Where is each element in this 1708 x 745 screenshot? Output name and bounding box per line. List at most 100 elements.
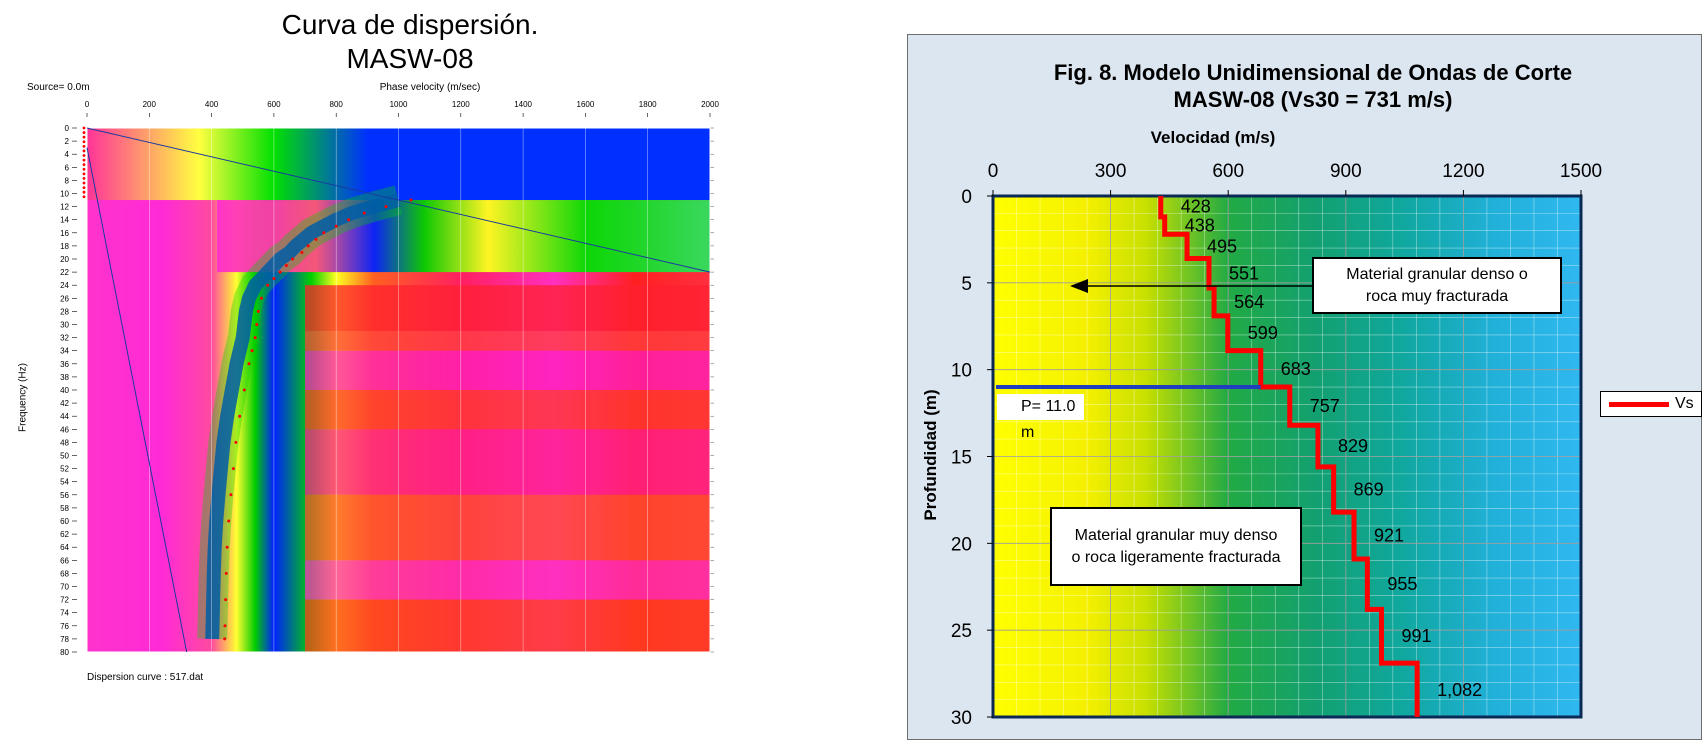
vs-layer-label: 757 — [1310, 396, 1340, 416]
dispersion-point — [255, 323, 259, 326]
left-y-tick: 72 — [60, 596, 69, 605]
dispersion-point — [82, 167, 86, 171]
vs-layer-label: 438 — [1185, 216, 1215, 236]
vs-layer-label: 495 — [1207, 236, 1237, 256]
left-y-tick: 54 — [60, 478, 69, 487]
left-title-line2: MASW-08 — [346, 43, 474, 74]
left-x-tick: 0 — [85, 100, 90, 109]
left-y-tick: 6 — [65, 163, 70, 172]
left-x-tick: 600 — [267, 100, 281, 109]
annotation-upper-line1: Material granular denso o — [1346, 266, 1528, 283]
left-y-tick: 48 — [60, 438, 69, 447]
left-y-tick: 78 — [60, 635, 69, 644]
left-y-tick: 4 — [65, 150, 70, 159]
dispersion-point — [82, 163, 86, 167]
dispersion-point — [334, 224, 338, 228]
left-y-tick: 20 — [60, 255, 69, 264]
dispersion-point — [82, 126, 86, 130]
left-y-tick: 74 — [60, 609, 69, 618]
dispersion-point — [278, 270, 282, 274]
dispersion-point — [256, 309, 260, 313]
left-y-tick: 22 — [60, 268, 69, 277]
right-y-axis-label: Profundidad (m) — [921, 389, 940, 520]
annotation-upper: Material granular denso o roca muy fract… — [1312, 257, 1562, 314]
dispersion-point — [82, 149, 86, 153]
dispersion-point — [234, 440, 238, 444]
heatmap-band — [305, 560, 710, 600]
vs-y-tick: 5 — [961, 274, 972, 295]
left-y-tick: 42 — [60, 399, 69, 408]
dispersion-file-label: Dispersion curve : 517.dat — [87, 672, 204, 683]
annotation-lower-line1: Material granular muy denso — [1074, 527, 1278, 544]
left-y-tick: 32 — [60, 334, 69, 343]
left-y-tick: 40 — [60, 386, 69, 395]
vs-y-tick: 25 — [951, 621, 972, 642]
left-x-tick: 1200 — [452, 100, 470, 109]
dispersion-point — [82, 140, 86, 144]
dispersion-point — [306, 244, 310, 248]
vs-layer-label: 683 — [1281, 359, 1311, 379]
dispersion-point — [223, 637, 227, 641]
dispersion-point — [82, 131, 86, 134]
vs-y-tick: 15 — [951, 448, 972, 469]
left-y-tick: 24 — [60, 281, 69, 290]
left-x-tick: 2000 — [701, 100, 719, 109]
left-x-tick: 1600 — [577, 100, 595, 109]
left-y-tick: 36 — [60, 360, 69, 369]
dispersion-point — [322, 231, 326, 235]
dispersion-point — [291, 257, 295, 261]
dispersion-point — [250, 349, 254, 353]
left-y-tick: 10 — [60, 190, 69, 199]
left-y-tick: 62 — [60, 530, 69, 539]
legend: Vs — [1600, 391, 1702, 417]
left-y-tick: 0 — [65, 124, 70, 133]
dispersion-point — [224, 571, 228, 575]
vs-layer-label: 921 — [1374, 526, 1404, 546]
heatmap-band — [305, 429, 710, 495]
dispersion-point — [223, 624, 227, 628]
dispersion-point — [82, 154, 86, 157]
left-y-tick: 46 — [60, 425, 69, 434]
dispersion-point — [409, 198, 413, 202]
dispersion-point — [227, 519, 231, 523]
vs-x-tick: 300 — [1095, 161, 1127, 182]
vs-x-tick: 1200 — [1442, 161, 1484, 182]
left-y-tick: 30 — [60, 321, 69, 330]
dispersion-point — [224, 598, 228, 602]
heatmap-trough — [205, 193, 401, 640]
alias-line-lower — [86, 147, 188, 653]
left-x-tick: 1000 — [390, 100, 408, 109]
left-title-line1: Curva de dispersión. — [281, 9, 539, 40]
dispersion-point — [314, 237, 318, 241]
vs-layer-label: 955 — [1387, 574, 1417, 594]
dispersion-point — [82, 195, 86, 199]
left-y-tick: 64 — [60, 543, 69, 552]
heatmap-band — [305, 599, 710, 652]
dispersion-point — [266, 283, 270, 287]
heatmap-band — [305, 390, 710, 430]
left-y-tick: 44 — [60, 412, 69, 421]
dispersion-point — [384, 205, 388, 209]
vs-y-tick: 20 — [951, 534, 972, 555]
left-y-tick: 58 — [60, 504, 69, 513]
vs-step-line — [1158, 196, 1420, 717]
annotation-upper-line2: roca muy fracturada — [1365, 288, 1509, 305]
left-y-tick: 28 — [60, 307, 69, 316]
left-y-tick: 34 — [60, 347, 69, 356]
dispersion-chart: 0 200 400 600 800 1000 1200 1400 1600 1800 2000024… — [60, 100, 719, 657]
dispersion-point — [238, 414, 242, 418]
left-y-tick: 12 — [60, 203, 69, 212]
heatmap-band — [305, 350, 710, 390]
dispersion-point — [362, 211, 366, 215]
heatmap-trough-halo — [197, 185, 403, 640]
dispersion-point — [347, 218, 351, 222]
vs-layer-label: 991 — [1401, 626, 1431, 646]
annotation-lower: Material granular muy denso o roca liger… — [1050, 507, 1302, 586]
heatmap-band — [305, 331, 710, 351]
dispersion-point — [231, 467, 235, 471]
annotation-lower-line2: o roca ligeramente fracturada — [1071, 549, 1281, 566]
dispersion-point — [300, 250, 304, 254]
left-y-tick: 66 — [60, 556, 69, 565]
source-label: Source= 0.0m — [27, 82, 90, 93]
